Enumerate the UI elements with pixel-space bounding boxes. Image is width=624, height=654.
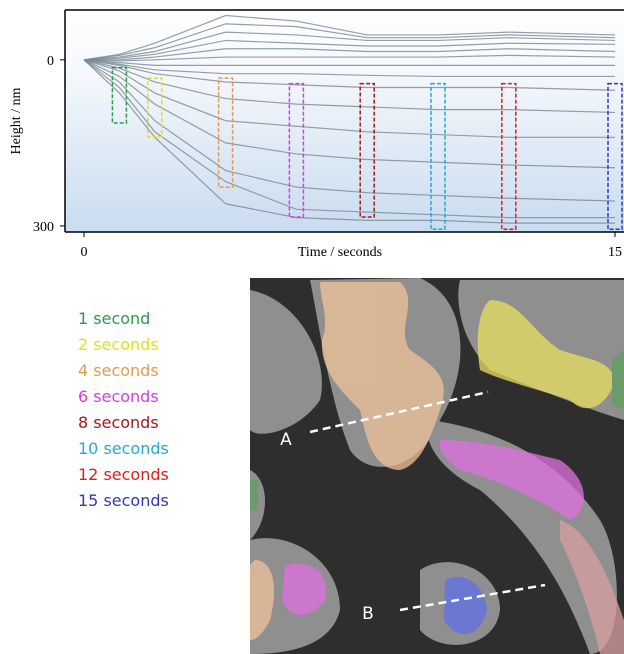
legend-label: 4 seconds [78,361,159,380]
legend-label: 2 seconds [78,335,159,354]
legend-label: 10 seconds [78,439,169,458]
legend-label: 8 seconds [78,413,159,432]
height-trace [83,59,616,114]
height-trace [83,59,616,202]
legend-label: 1 second [78,309,150,328]
legend-label: 15 seconds [78,491,169,510]
y-tick-label: 300 [33,220,54,235]
time-window [147,77,163,138]
height-trace [83,59,616,169]
time-window [501,82,517,230]
time-window [288,82,305,218]
time-window [607,82,623,230]
height-trace [83,59,615,78]
height-trace [83,59,616,91]
legend-label: 6 seconds [78,387,159,406]
y-axis-label: Height / nm [9,87,24,154]
height-trace [83,31,616,61]
x-tick-label: 15 [608,245,622,260]
time-window [430,82,446,230]
height-trace [83,59,615,224]
micrograph [250,278,624,654]
height-trace [83,59,615,219]
region-label: A [280,430,292,450]
height-trace [83,59,615,66]
time-window [359,82,375,218]
height-trace [83,14,616,61]
time-window [217,77,234,188]
height-trace [83,54,616,62]
region-label: B [362,604,374,624]
height-trace [83,59,615,138]
y-tick-label: 0 [47,54,54,69]
x-axis-label: Time / seconds [298,245,382,260]
height-trace [83,39,616,61]
height-trace [84,48,616,61]
time-window [111,66,128,124]
legend-label: 12 seconds [78,465,169,484]
height-trace [83,23,616,61]
x-tick-label: 0 [81,245,88,260]
